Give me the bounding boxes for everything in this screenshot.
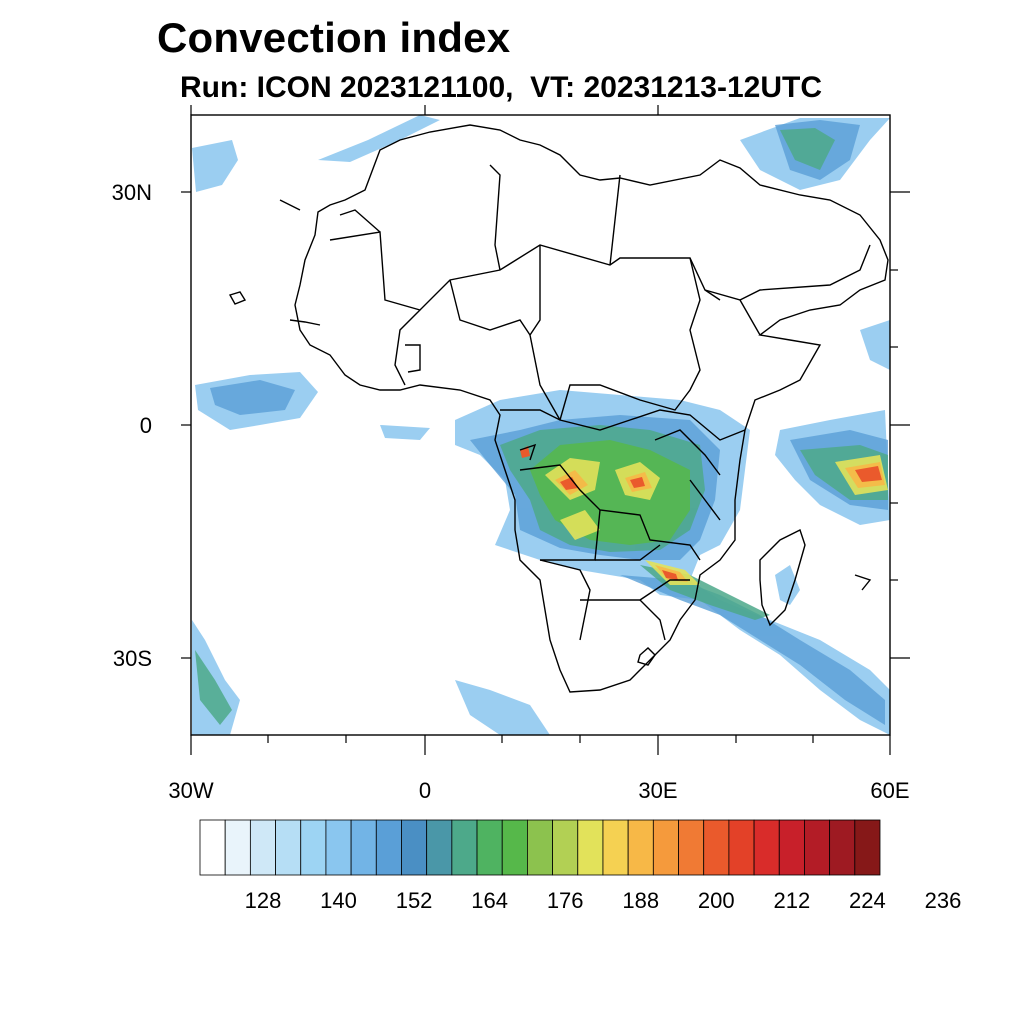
colorbar-box <box>199 819 226 876</box>
axis-ticks <box>181 105 910 755</box>
colorbar-box <box>577 819 604 876</box>
colorbar-box <box>829 819 856 876</box>
colorbar-box <box>451 819 478 876</box>
colorbar-box <box>325 819 352 876</box>
colorbar-box <box>627 819 654 876</box>
lon-label-0: 0 <box>418 778 432 803</box>
colorbar-tick-label: 188 <box>622 888 660 913</box>
colorbar-tick-label: 212 <box>773 888 811 913</box>
chart-title: Convection index <box>157 14 511 61</box>
lon-label-60e: 60E <box>870 778 910 803</box>
colorbar-tick-label: 152 <box>395 888 433 913</box>
lat-label-30s: 30S <box>112 646 152 671</box>
colorbar-box <box>652 819 679 876</box>
colorbar-box <box>501 819 528 876</box>
colorbar-box <box>602 819 629 876</box>
chart-subtitle: Run: ICON 2023121100, VT: 20231213-12UTC <box>180 71 822 104</box>
colorbar-box <box>753 819 780 876</box>
colorbar-box <box>552 819 579 876</box>
lat-label-0: 0 <box>139 413 152 438</box>
colorbar-box <box>350 819 377 876</box>
colorbar-box <box>476 819 503 876</box>
colorbar-box <box>300 819 327 876</box>
convection-field <box>192 115 890 735</box>
colorbar-tick-label: 236 <box>924 888 962 913</box>
colorbar-box <box>375 819 402 876</box>
colorbar-tick-label: 200 <box>697 888 735 913</box>
colorbar-box <box>804 819 831 876</box>
colorbar-tick-label: 128 <box>244 888 282 913</box>
coastlines-borders <box>228 124 889 693</box>
colorbar-tick-label: 140 <box>320 888 357 913</box>
colorbar-tick-label: 176 <box>546 888 584 913</box>
lat-label-30n: 30N <box>111 180 152 205</box>
colorbar-box <box>778 819 805 876</box>
colorbar-tick-label: 224 <box>849 888 886 913</box>
colorbar-box <box>728 819 755 876</box>
colorbar-box <box>224 819 251 876</box>
colorbar-box <box>854 819 881 876</box>
colorbar-box <box>275 819 302 876</box>
colorbar-box <box>703 819 730 876</box>
colorbar-box <box>249 819 276 876</box>
lon-label-30e: 30E <box>638 778 678 803</box>
colorbar-tick-label: 164 <box>471 888 508 913</box>
lon-label-30w: 30W <box>168 778 214 803</box>
colorbar-box <box>678 819 705 876</box>
colorbar-box <box>401 819 428 876</box>
colorbar <box>199 819 881 876</box>
colorbar-box <box>527 819 553 876</box>
colorbar-box <box>426 819 453 876</box>
